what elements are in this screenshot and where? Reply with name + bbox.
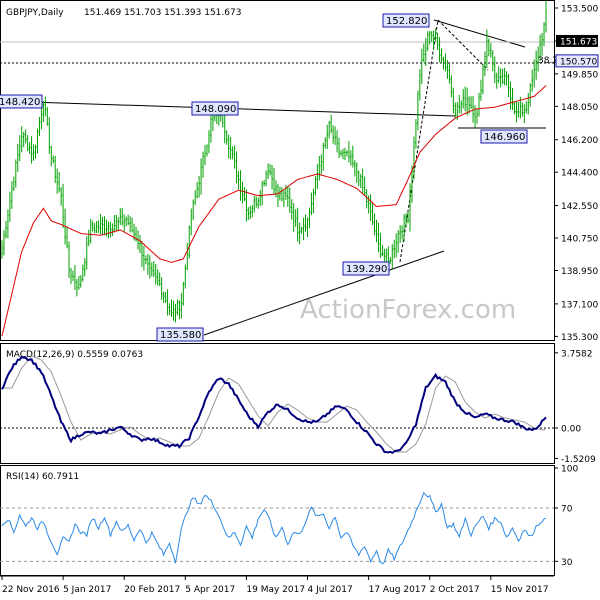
price-callout-box [156, 327, 204, 342]
last-price-badge-bg [556, 34, 598, 47]
rsi-axis-label: 100 [561, 465, 578, 475]
rsi-gridlines [0, 507, 554, 562]
level-badge-text: 150.570 [560, 57, 597, 67]
price-axis: 153.500 151.673 149.850 148.050 146.200 144.4… [554, 5, 599, 343]
rsi-axis: 100 70 30 [554, 465, 578, 568]
x-axis-label: 5 Jan 2017 [63, 585, 111, 595]
last-price-badge: 151.673 [556, 34, 598, 47]
price-axis-label: 148.050 [561, 103, 598, 113]
price-axis-label: 144.400 [561, 169, 598, 179]
price-callout-box [382, 13, 430, 28]
level-badge-bg [555, 54, 599, 68]
macd-axis: 3.7582 0.00 -1.5209 [554, 349, 596, 465]
x-axis-label: 2 Oct 2017 [430, 585, 480, 595]
price-axis-label: 142.550 [561, 202, 598, 212]
rsi-axis-label: 30 [561, 558, 573, 568]
price-callout-box [480, 129, 528, 144]
price-callout-text: 135.580 [160, 330, 201, 341]
last-price-badge-text: 151.673 [560, 37, 597, 47]
price-callout-text: 148.090 [195, 104, 236, 115]
x-axis-label: 20 Feb 2017 [124, 585, 180, 595]
price-callout-text: 146.960 [484, 132, 525, 143]
price-callout-box [0, 94, 43, 109]
callouts: 152.820 148.090 146.960 139.290 135.580 148.4… [0, 13, 528, 342]
price-callout-text: 148.420 [0, 97, 40, 108]
price-callout-box [191, 101, 239, 116]
price-header-ohlc: 151.469 151.703 151.393 151.673 [84, 8, 241, 18]
x-axis-label: 17 Aug 2017 [369, 585, 427, 595]
price-callout: 148.090 [191, 101, 239, 116]
rsi-panel [0, 465, 555, 576]
rsi-line [1, 491, 547, 565]
x-axis-label: 15 Nov 2017 [491, 585, 549, 595]
price-header-symbol: GBPJPY,Daily [6, 8, 64, 18]
price-callout: 148.420 [0, 94, 43, 109]
price-axis-label: 138.950 [561, 267, 598, 277]
x-axis-label: 22 Nov 2016 [2, 585, 60, 595]
macd-title: MACD(12,26,9) 0.5559 0.0763 [6, 350, 143, 360]
price-callout: 146.960 [480, 129, 528, 144]
price-panel [0, 0, 555, 341]
macd-axis-label: 0.00 [561, 425, 581, 435]
x-axis-label: 4 Jul 2017 [308, 585, 353, 595]
macd-panel [0, 343, 555, 464]
price-axis-label: 149.850 [561, 70, 598, 80]
price-callout: 152.820 [382, 13, 430, 28]
macd-line [1, 355, 547, 455]
macd-axis-label: -1.5209 [561, 455, 596, 465]
price-axis-label: 146.200 [561, 136, 598, 146]
fib-38-label: 38.2 [538, 56, 558, 66]
x-axis-label: 19 May 2017 [246, 585, 305, 595]
price-callout-text: 152.820 [386, 16, 427, 27]
macd-signal-line [2, 355, 547, 453]
watermark: ActionForex.com [300, 295, 516, 325]
price-axis-label: 135.300 [561, 333, 598, 343]
rsi-axis-label: 70 [561, 505, 573, 515]
moving-average-line [1, 85, 547, 337]
price-axis-label: 137.100 [561, 300, 598, 310]
price-callout: 139.290 [342, 261, 390, 276]
projection-line-down [437, 19, 489, 71]
candles-series [1, 1, 547, 323]
x-axis: 22 Nov 2016 5 Jan 2017 20 Feb 2017 5 Apr 20… [0, 575, 554, 595]
price-axis-label: 153.500 [561, 5, 598, 15]
trendline-rising-support [203, 250, 445, 336]
price-callout-box [342, 261, 390, 276]
macd-axis-label: 3.7582 [561, 349, 593, 359]
price-axis-label: 140.750 [561, 235, 598, 245]
level-15057-badge: 150.570 [555, 54, 599, 68]
price-callout: 135.580 [156, 327, 204, 342]
price-callout-text: 139.290 [346, 264, 387, 275]
x-axis-label: 5 Apr 2017 [185, 585, 235, 595]
rsi-title: RSI(14) 60.7911 [6, 472, 79, 482]
